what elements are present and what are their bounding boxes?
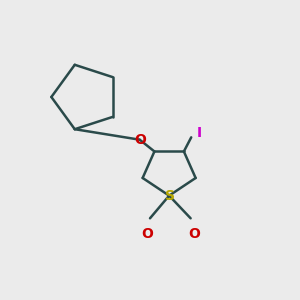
Text: O: O — [141, 226, 153, 241]
Text: I: I — [197, 126, 202, 140]
Text: O: O — [188, 226, 200, 241]
Text: O: O — [134, 133, 146, 147]
Text: S: S — [165, 189, 175, 203]
